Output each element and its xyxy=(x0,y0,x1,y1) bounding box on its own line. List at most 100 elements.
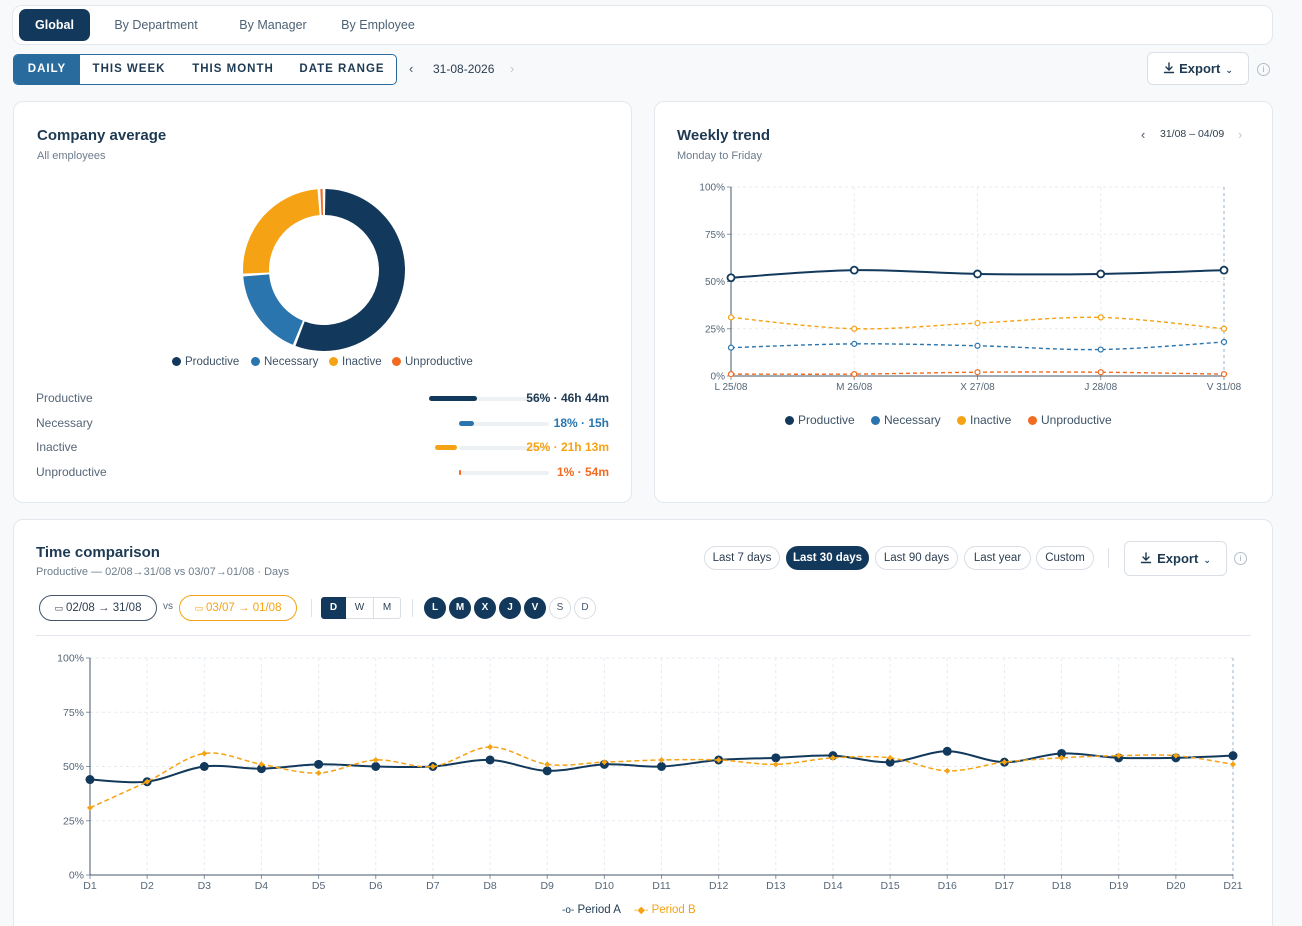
breakdown-label: Inactive xyxy=(36,440,78,454)
data-point xyxy=(199,762,209,771)
x-tick-label: D15 xyxy=(880,880,899,892)
granularity-day[interactable]: D xyxy=(321,597,346,619)
legend-necessary: Necessary xyxy=(251,356,318,368)
period-b-range[interactable]: ▭ 03/07 → 01/08 xyxy=(179,595,297,621)
weekday-thu[interactable]: J xyxy=(499,597,521,619)
weekly-trend-subtitle: Monday to Friday xyxy=(677,150,762,162)
weekday-sun[interactable]: D xyxy=(574,597,596,619)
next-week-chevron-icon[interactable]: › xyxy=(1238,127,1243,142)
breakdown-label: Productive xyxy=(36,391,93,405)
legend-unproductive: Unproductive xyxy=(1028,413,1112,427)
tab-by-department[interactable]: By Department xyxy=(114,18,198,32)
period-b-line-icon: -◆- xyxy=(634,905,649,916)
y-tick-label: 0% xyxy=(69,870,84,882)
period-selector: DAILY THIS WEEK THIS MONTH DATE RANGE xyxy=(13,54,397,85)
data-point xyxy=(1220,325,1228,332)
weekday-sat[interactable]: S xyxy=(549,597,571,619)
period-a-range[interactable]: ▭ 02/08 → 31/08 xyxy=(39,595,157,621)
x-tick-label: D1 xyxy=(83,880,97,892)
data-point xyxy=(1001,759,1008,766)
info-icon[interactable]: i xyxy=(1257,63,1270,76)
breakdown-value: 1% · 54m xyxy=(556,465,609,479)
legend-dot xyxy=(329,357,338,366)
weekday-mon[interactable]: L xyxy=(424,597,446,619)
data-point xyxy=(772,761,779,768)
tab-by-manager[interactable]: By Manager xyxy=(239,18,307,32)
period-daily[interactable]: DAILY xyxy=(14,55,80,84)
data-point xyxy=(371,762,381,771)
data-point xyxy=(201,750,208,757)
legend-period-b: -◆- Period B xyxy=(634,904,696,916)
breakdown-bar xyxy=(459,470,461,475)
y-tick-label: 25% xyxy=(63,815,84,827)
period-this-week[interactable]: THIS WEEK xyxy=(92,63,166,75)
data-point xyxy=(851,371,858,378)
prev-date-chevron-icon[interactable]: ‹ xyxy=(409,61,414,76)
x-tick-label: X 27/08 xyxy=(960,382,995,393)
x-tick-label: D6 xyxy=(369,880,383,892)
y-tick-label: 100% xyxy=(699,183,725,194)
comparison-export-button[interactable]: Export ⌄ xyxy=(1124,541,1227,576)
breakdown-bar xyxy=(459,421,475,426)
data-point xyxy=(372,756,379,763)
x-tick-label: D18 xyxy=(1052,880,1071,892)
legend-inactive: Inactive xyxy=(329,356,382,368)
x-tick-label: D20 xyxy=(1166,880,1185,892)
range-last-90-days[interactable]: Last 90 days xyxy=(875,546,958,570)
data-point xyxy=(544,761,551,768)
tab-global[interactable]: Global xyxy=(19,9,90,41)
data-point xyxy=(1058,754,1065,761)
breakdown-bar xyxy=(429,396,478,401)
x-tick-label: V 31/08 xyxy=(1207,382,1242,393)
data-point xyxy=(314,759,324,769)
breakdown-value: 18% · 15h xyxy=(553,416,609,430)
time-comparison-subtitle: Productive — 02/08→31/08 vs 03/07→01/08 … xyxy=(36,566,290,578)
divider xyxy=(412,599,413,617)
download-icon xyxy=(1163,62,1175,74)
x-tick-label: D12 xyxy=(709,880,728,892)
legend-dot xyxy=(392,357,401,366)
x-tick-label: D8 xyxy=(483,880,497,892)
data-point xyxy=(256,764,266,774)
granularity-week[interactable]: W xyxy=(346,597,374,619)
x-tick-label: M 26/08 xyxy=(836,382,873,393)
data-point xyxy=(1115,752,1122,759)
breakdown-label: Necessary xyxy=(36,416,93,430)
range-custom[interactable]: Custom xyxy=(1036,546,1094,570)
data-point xyxy=(771,753,781,763)
period-this-month[interactable]: THIS MONTH xyxy=(192,63,274,75)
x-tick-label: D7 xyxy=(426,880,440,892)
legend-productive: Productive xyxy=(785,413,855,427)
weekday-wed[interactable]: X xyxy=(474,597,496,619)
data-point xyxy=(85,775,95,785)
next-date-chevron-icon[interactable]: › xyxy=(510,61,515,76)
current-date: 31-08-2026 xyxy=(433,62,495,76)
data-point xyxy=(715,756,722,763)
x-tick-label: D2 xyxy=(140,880,154,892)
range-last-7-days[interactable]: Last 7 days xyxy=(704,546,780,570)
period-date-range[interactable]: DATE RANGE xyxy=(299,63,385,75)
breakdown-value: 56% · 46h 44m xyxy=(526,391,609,405)
data-point xyxy=(1172,752,1179,759)
data-point xyxy=(1228,751,1238,761)
breakdown-value: 25% · 21h 13m xyxy=(526,440,609,454)
legend-productive: Productive xyxy=(172,356,239,368)
divider xyxy=(1108,548,1109,568)
weekday-fri[interactable]: V xyxy=(524,597,546,619)
x-tick-label: J 28/08 xyxy=(1084,382,1117,393)
x-tick-label: D3 xyxy=(198,880,212,892)
weekly-trend-card: Weekly trend Monday to Friday ‹ 31/08 – … xyxy=(654,101,1273,503)
tab-by-employee[interactable]: By Employee xyxy=(341,18,415,32)
prev-week-chevron-icon[interactable]: ‹ xyxy=(1141,127,1146,142)
range-last-30-days[interactable]: Last 30 days xyxy=(786,546,869,570)
breakdown-track xyxy=(459,446,549,450)
info-icon[interactable]: i xyxy=(1234,552,1247,565)
legend-dot xyxy=(957,416,966,425)
data-point xyxy=(974,319,981,327)
divider xyxy=(36,635,1251,636)
granularity-month[interactable]: M xyxy=(374,597,401,619)
weekday-tue[interactable]: M xyxy=(449,597,471,619)
export-button[interactable]: Export ⌄ xyxy=(1147,52,1249,85)
data-point xyxy=(657,762,666,771)
range-last-year[interactable]: Last year xyxy=(964,546,1031,570)
